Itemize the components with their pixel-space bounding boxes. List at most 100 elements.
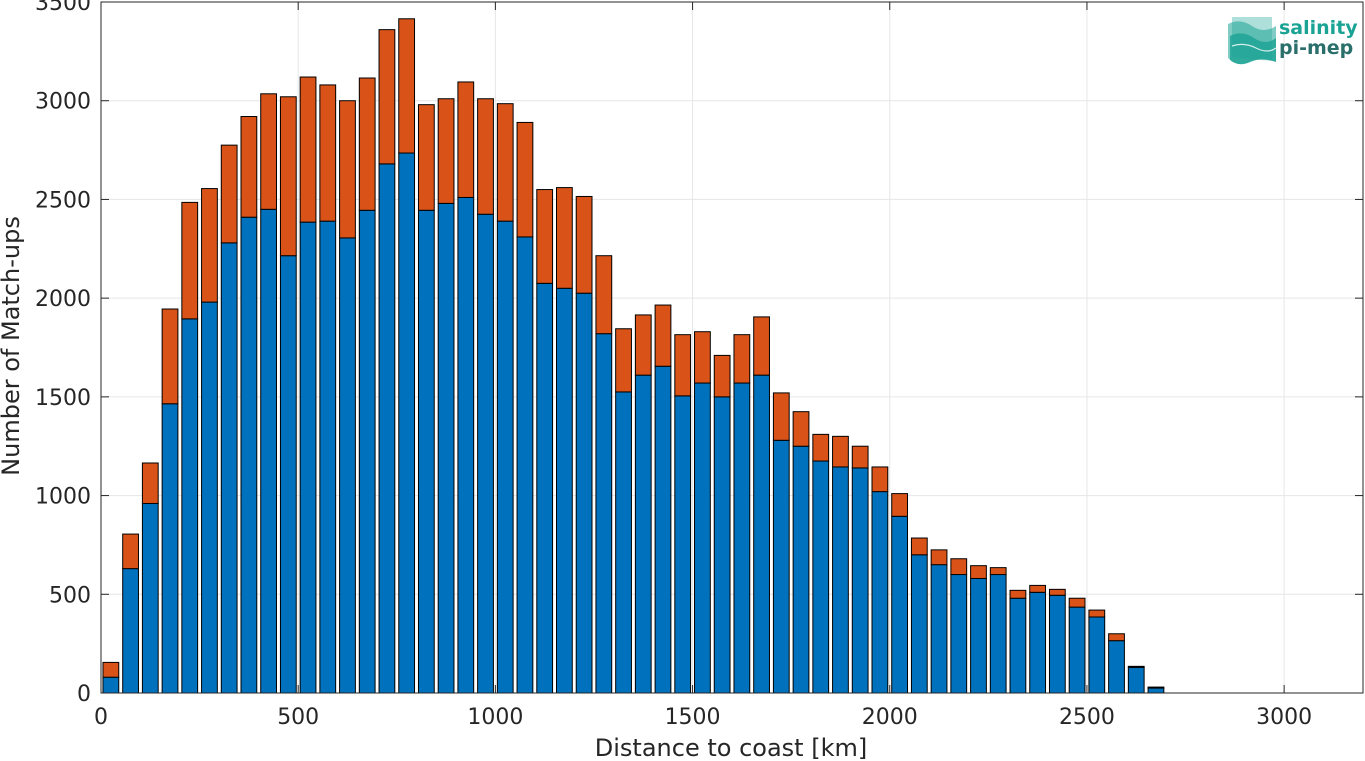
bar-series-2 — [615, 328, 632, 393]
bar-series-1 — [102, 676, 120, 694]
bar-series-2 — [181, 201, 199, 320]
bar-series-1 — [1009, 597, 1027, 694]
bar-series-2 — [161, 308, 179, 405]
x-tick-label: 1000 — [467, 705, 523, 730]
bar-series-2 — [260, 93, 277, 210]
bar-series-2 — [279, 96, 297, 257]
y-tick-label: 500 — [49, 583, 91, 608]
bar-series-1 — [398, 152, 416, 694]
bar-series-1 — [713, 396, 731, 694]
bar-series-1 — [122, 568, 139, 694]
y-tick-label: 0 — [77, 682, 91, 707]
bar-series-2 — [674, 334, 692, 397]
plot-frame — [100, 1, 1364, 694]
bar-series-1 — [753, 374, 770, 694]
ticks: 0 500 1000 1500 2000 2500 3000 0 500 1000 1500 2000… — [35, 0, 1363, 730]
bar-series-1 — [220, 242, 238, 694]
bar-series-2 — [772, 392, 790, 441]
bar-series-2 — [339, 100, 356, 239]
bar-series-1 — [279, 255, 297, 694]
bar-series-2 — [713, 354, 731, 398]
bar-series-2 — [1147, 686, 1165, 689]
y-tick-label: 1000 — [35, 485, 91, 510]
bar-series-1 — [595, 333, 613, 694]
bar-series-2 — [970, 565, 987, 579]
y-tick-label: 3500 — [35, 0, 91, 16]
bar-series-1 — [201, 301, 218, 694]
bar-series-1 — [871, 491, 889, 694]
bar-series-2 — [792, 411, 810, 447]
bar-series-2 — [733, 334, 751, 384]
bar-series-2 — [989, 567, 1007, 576]
bar-series-1 — [161, 403, 179, 694]
salinity-pi-mep-logo: salinity pi-mep — [1228, 17, 1358, 65]
y-tick-label: 1500 — [35, 386, 91, 411]
y-tick-label: 3000 — [35, 90, 91, 115]
bar-series-2 — [654, 304, 672, 367]
bar-series-1 — [556, 287, 573, 694]
bar-series-2 — [496, 103, 514, 222]
bar-series-2 — [417, 104, 435, 211]
logo-text-pi-mep: pi-mep — [1279, 37, 1353, 59]
bar-series-2 — [457, 81, 475, 198]
bar-series-1 — [851, 467, 869, 694]
bar-series-2 — [1127, 665, 1145, 668]
bar-series-1 — [733, 382, 751, 694]
bar-series-2 — [851, 445, 869, 469]
y-axis-label: Number of Match-ups — [0, 216, 25, 476]
bar-series-2 — [950, 558, 968, 576]
x-tick-label: 0 — [94, 705, 108, 730]
bar-series-1 — [1048, 594, 1066, 694]
bar-series-1 — [181, 318, 199, 694]
bar-series-2 — [634, 314, 652, 376]
bar-series-1 — [891, 515, 908, 694]
bar-series-2 — [1088, 609, 1106, 618]
bar-series-2 — [1009, 589, 1027, 599]
y-tick-label: 2000 — [35, 287, 91, 312]
bar-series-1 — [792, 445, 810, 694]
bar-series-1 — [674, 395, 692, 694]
logo-text-salinity: salinity — [1279, 17, 1358, 39]
bar-series-1 — [1108, 640, 1125, 694]
bar-series-1 — [141, 502, 159, 694]
bar-series-2 — [358, 77, 376, 211]
bar-series-2 — [319, 84, 337, 222]
bar-series-2 — [240, 116, 258, 218]
x-tick-label: 500 — [277, 705, 319, 730]
bars — [102, 18, 1165, 694]
bar-series-1 — [1068, 606, 1086, 694]
bar-series-1 — [772, 439, 790, 694]
bar-series-2 — [891, 493, 908, 517]
bar-series-2 — [1048, 588, 1066, 596]
bar-series-2 — [437, 98, 455, 204]
bar-series-1 — [634, 374, 652, 694]
bar-series-1 — [260, 208, 277, 694]
bar-series-1 — [1127, 666, 1145, 694]
bar-series-2 — [378, 29, 396, 165]
bar-series-2 — [201, 188, 218, 303]
bar-series-2 — [1108, 633, 1125, 642]
y-tick-label: 2500 — [35, 188, 91, 213]
bar-series-2 — [122, 533, 139, 570]
x-tick-label: 2500 — [1059, 705, 1115, 730]
bar-series-2 — [595, 255, 613, 335]
x-tick-label: 2000 — [862, 705, 918, 730]
bar-series-1 — [989, 574, 1007, 694]
x-tick-label: 3000 — [1256, 705, 1312, 730]
bar-series-1 — [496, 220, 514, 694]
bar-series-2 — [102, 661, 120, 678]
bar-series-1 — [950, 574, 968, 694]
bar-series-1 — [299, 221, 317, 694]
bar-series-2 — [575, 195, 593, 294]
bar-series-2 — [930, 549, 948, 566]
x-tick-label: 1500 — [665, 705, 721, 730]
bar-series-1 — [1029, 591, 1047, 694]
bar-series-1 — [339, 237, 356, 694]
bar-series-1 — [575, 292, 593, 694]
bar-series-2 — [398, 18, 416, 154]
bar-series-1 — [832, 466, 849, 694]
bar-series-1 — [417, 209, 435, 694]
bar-series-1 — [516, 236, 534, 694]
bar-series-2 — [299, 76, 317, 223]
